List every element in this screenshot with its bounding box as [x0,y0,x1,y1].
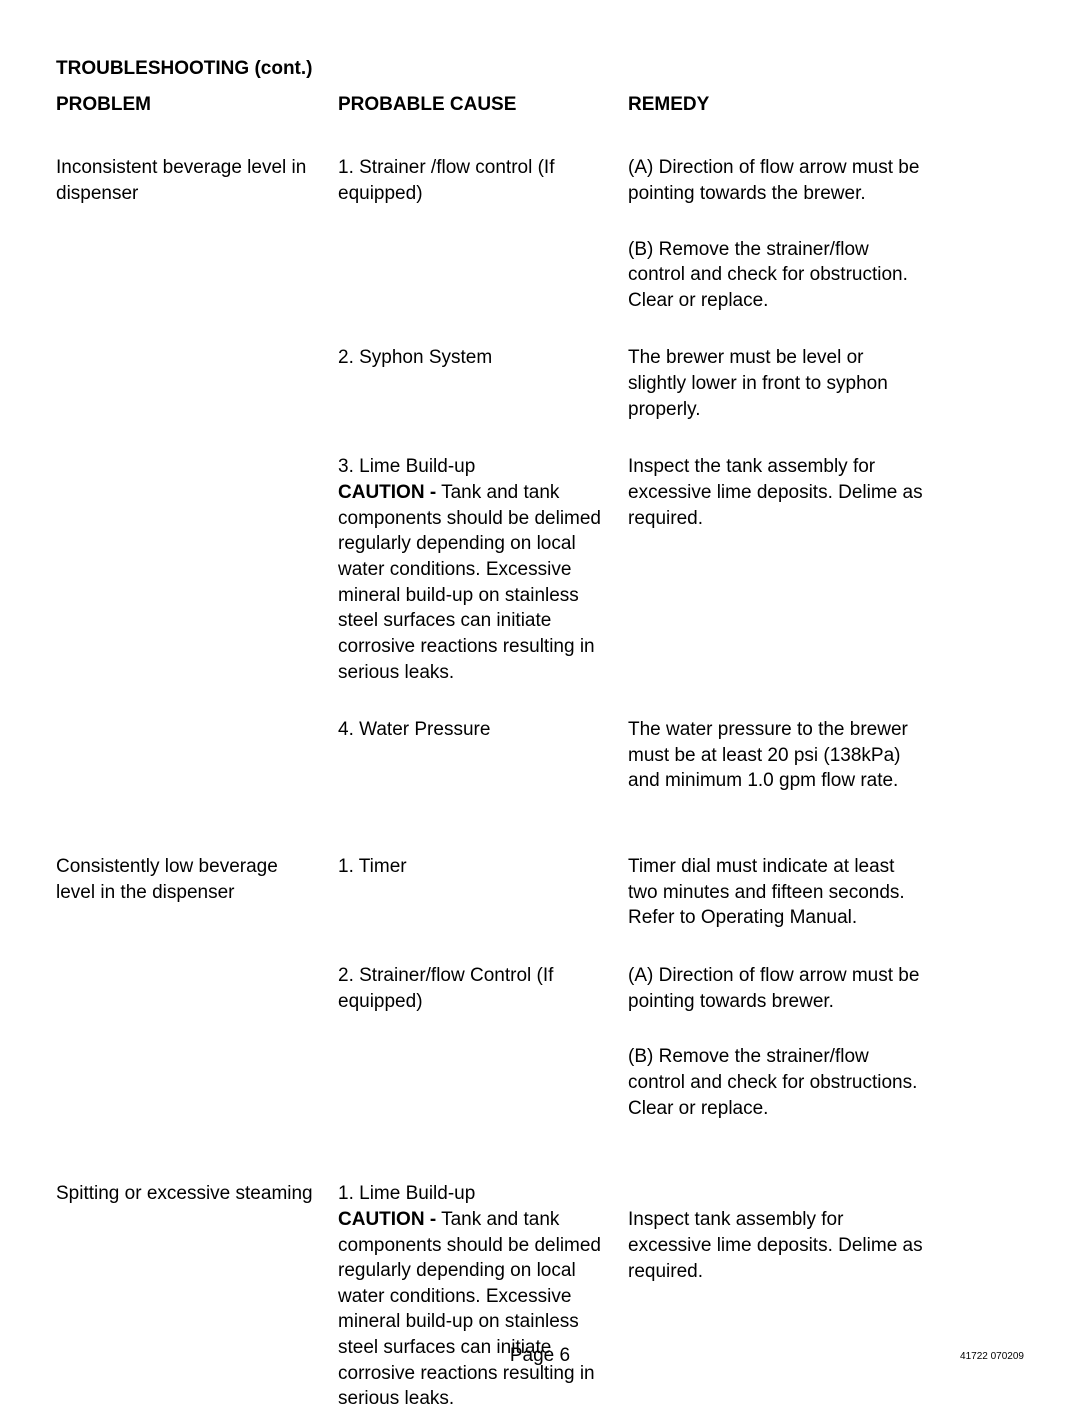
remedy-text: Inspect tank assembly for excessive lime… [628,1207,924,1284]
remedy-text: Inspect the tank assembly for excessive … [628,454,924,531]
caution-body: Tank and tank components should be delim… [338,482,601,682]
table-row: Consistently low beverage level in the d… [56,854,1024,1121]
cause-cell: 1. Lime Build-upCAUTION - Tank and tank … [338,1181,628,1412]
remedy-cell: The brewer must be level or slightly low… [628,345,924,422]
cause-cell: 3. Lime Build-upCAUTION - Tank and tank … [338,454,628,685]
problem-cell: Spitting or excessive steaming [56,1181,338,1412]
remedy-text: The brewer must be level or slightly low… [628,345,924,422]
remedy-cell: Inspect the tank assembly for excessive … [628,454,924,685]
cause-cell: 2. Strainer/flow Control (If equipped) [338,963,628,1121]
cause-cell: 1. Timer [338,854,628,931]
caution-body: Tank and tank components should be delim… [338,1209,601,1409]
table-row: Spitting or excessive steaming1. Lime Bu… [56,1181,1024,1412]
column-headers: PROBLEM PROBABLE CAUSE REMEDY [56,92,1024,118]
remedy-text: Timer dial must indicate at least two mi… [628,854,924,931]
remedy-cell: The water pressure to the brewer must be… [628,717,924,794]
table-row: Inconsistent beverage level in dispenser… [56,155,1024,794]
cause-caution: CAUTION - Tank and tank components shoul… [338,1207,608,1412]
remedy-cell: Inspect tank assembly for excessive lime… [628,1181,924,1412]
header-cause: PROBABLE CAUSE [338,92,628,118]
remedy-cell: (A) Direction of flow arrow must be poin… [628,963,924,1121]
cause-group: 4. Water PressureThe water pressure to t… [338,717,924,794]
section-title: TROUBLESHOOTING (cont.) [56,56,1024,82]
cause-cell: 4. Water Pressure [338,717,628,794]
cause-prefix: 3. Lime Build-up [338,454,608,480]
cause-caution: CAUTION - Tank and tank components shoul… [338,480,608,685]
cause-group: 2. Syphon SystemThe brewer must be level… [338,345,924,422]
troubleshooting-rows: Inconsistent beverage level in dispenser… [56,155,1024,1412]
cause-group: 1. Strainer /flow control (If equipped)(… [338,155,924,313]
remedy-cell: (A) Direction of flow arrow must be poin… [628,155,924,313]
caution-label: CAUTION - [338,482,436,503]
remedy-text: (A) Direction of flow arrow must be poin… [628,155,924,206]
cause-remedy-cell: 1. Strainer /flow control (If equipped)(… [338,155,924,794]
remedy-text: (A) Direction of flow arrow must be poin… [628,963,924,1014]
cause-remedy-cell: 1. TimerTimer dial must indicate at leas… [338,854,924,1121]
cause-group: 1. TimerTimer dial must indicate at leas… [338,854,924,931]
remedy-text: The water pressure to the brewer must be… [628,717,924,794]
problem-cell: Consistently low beverage level in the d… [56,854,338,1121]
cause-prefix: 1. Lime Build-up [338,1181,608,1207]
cause-group: 1. Lime Build-upCAUTION - Tank and tank … [338,1181,924,1412]
cause-group: 2. Strainer/flow Control (If equipped)(A… [338,963,924,1121]
remedy-text: (B) Remove the strainer/flow control and… [628,237,924,314]
caution-label: CAUTION - [338,1209,436,1230]
problem-cell: Inconsistent beverage level in dispenser [56,155,338,794]
remedy-text: (B) Remove the strainer/flow control and… [628,1044,924,1121]
cause-remedy-cell: 1. Lime Build-upCAUTION - Tank and tank … [338,1181,924,1412]
document-code: 41722 070209 [960,1350,1024,1364]
cause-cell: 1. Strainer /flow control (If equipped) [338,155,628,313]
cause-cell: 2. Syphon System [338,345,628,422]
page-number: Page 6 [0,1343,1080,1369]
header-problem: PROBLEM [56,92,338,118]
header-remedy: REMEDY [628,92,924,118]
remedy-cell: Timer dial must indicate at least two mi… [628,854,924,931]
cause-group: 3. Lime Build-upCAUTION - Tank and tank … [338,454,924,685]
